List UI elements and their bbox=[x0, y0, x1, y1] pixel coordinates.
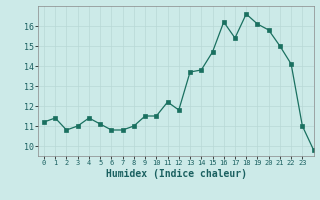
X-axis label: Humidex (Indice chaleur): Humidex (Indice chaleur) bbox=[106, 169, 246, 179]
